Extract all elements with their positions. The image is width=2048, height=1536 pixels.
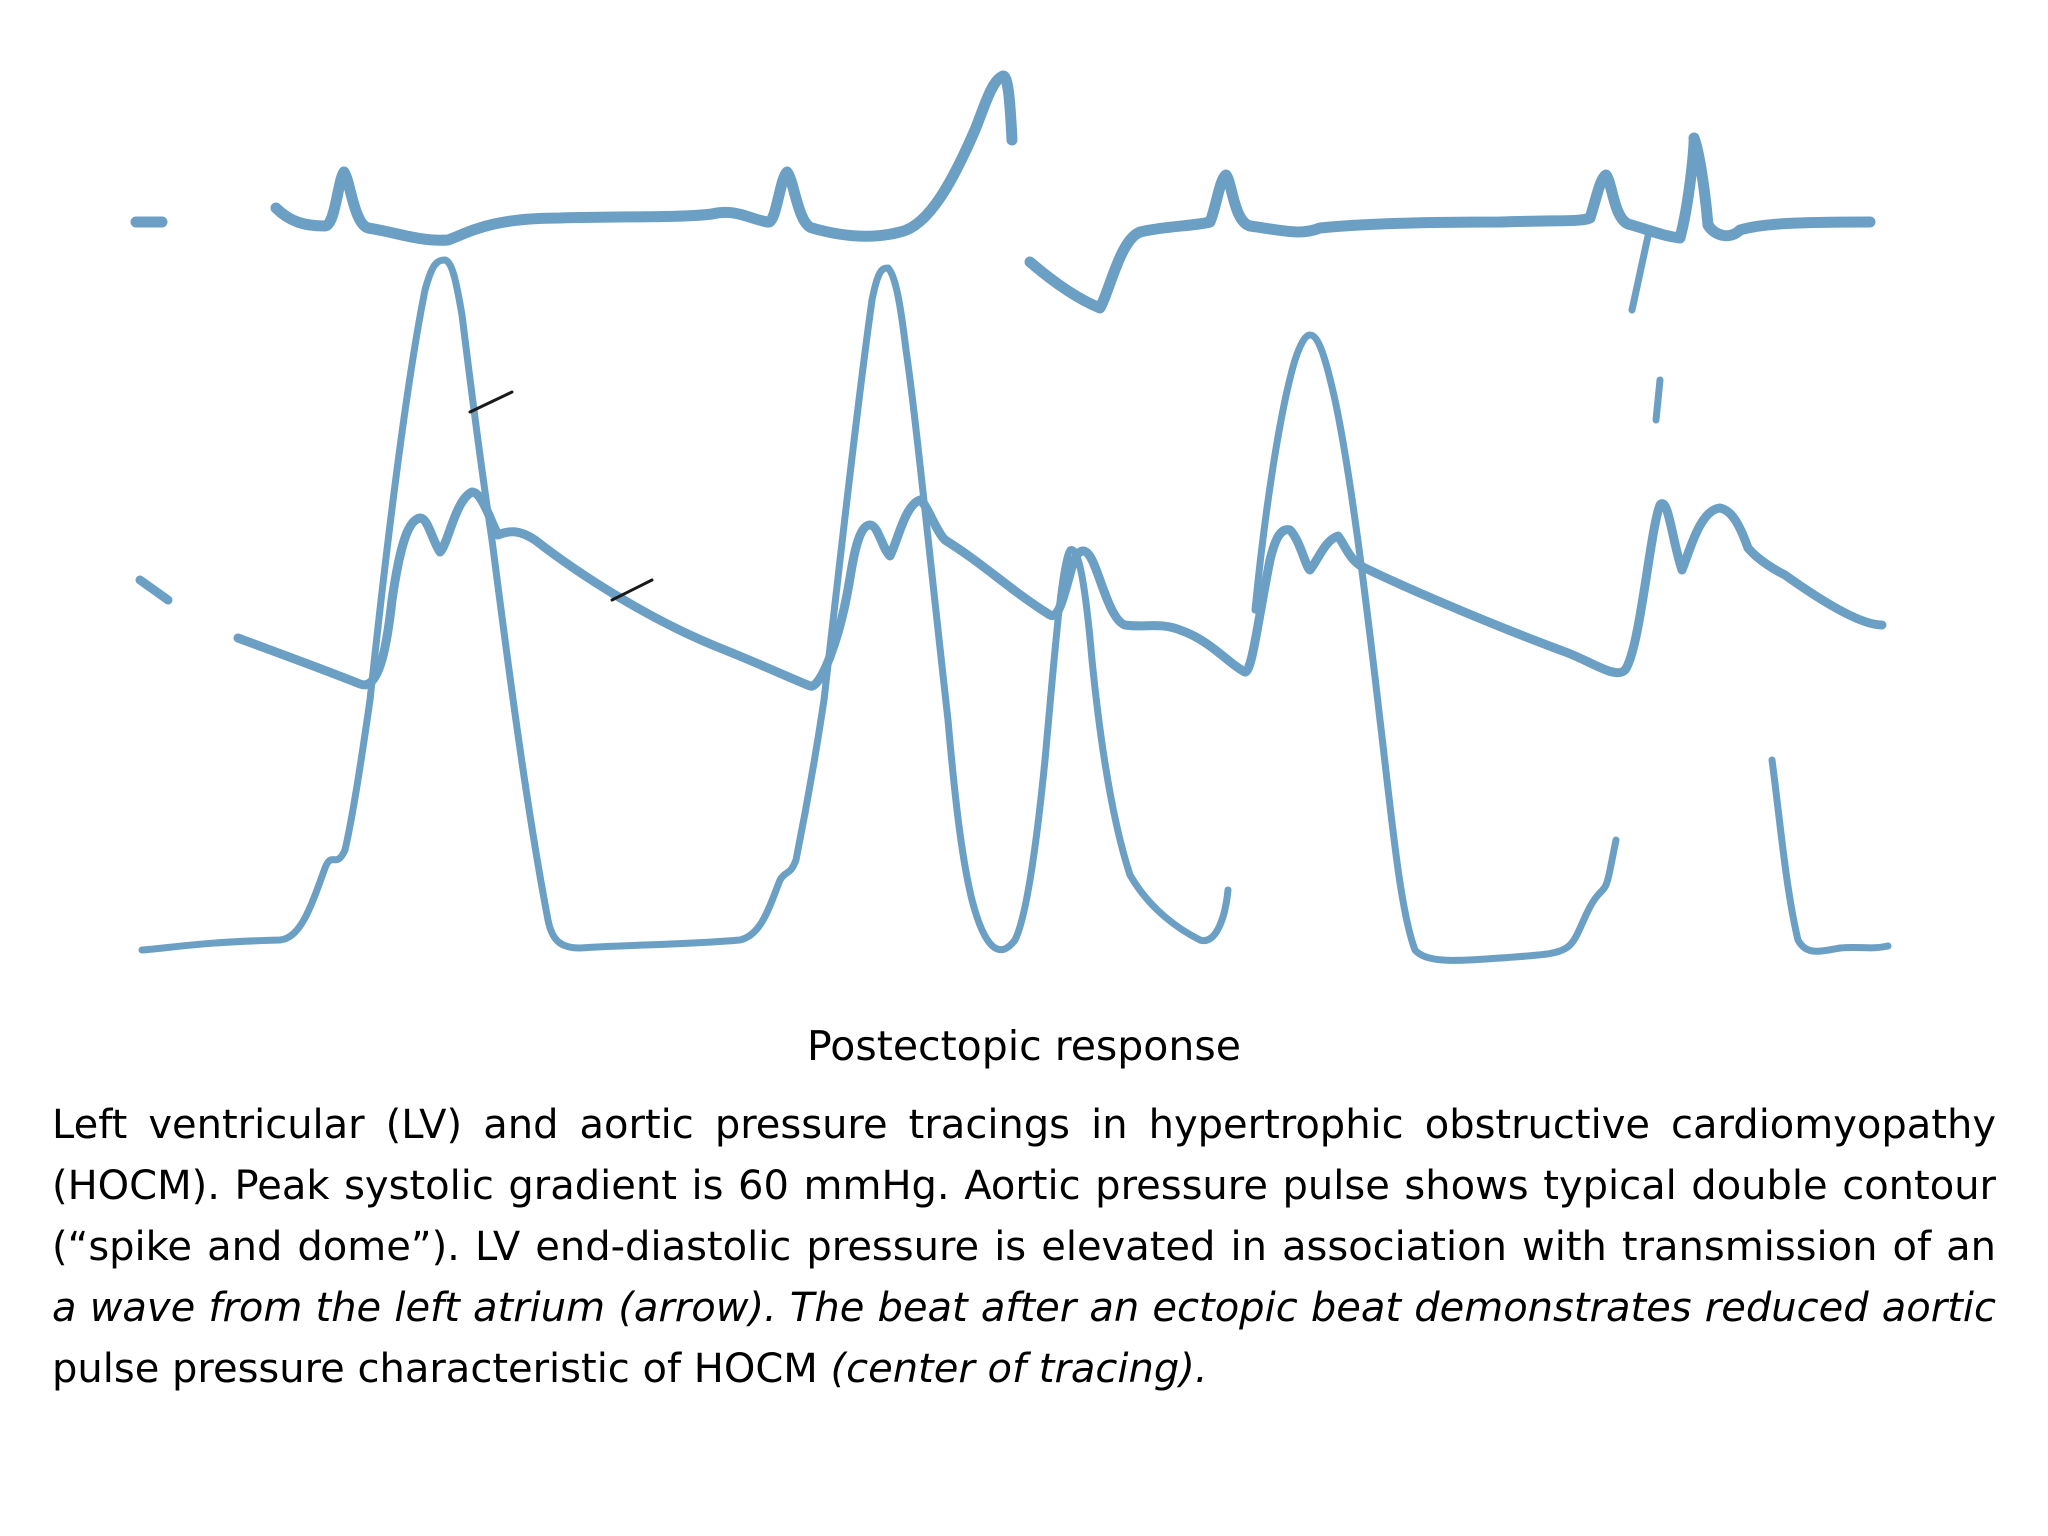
caption-italic-text: (center of tracing). <box>830 1346 1208 1392</box>
figure-title: Postectopic response <box>807 1022 1241 1070</box>
figure-caption: Left ventricular (LV) and aortic pressur… <box>52 1095 1996 1400</box>
caption-text: pulse pressure characteristic of HOCM <box>52 1346 831 1392</box>
ecg-trace <box>130 70 1876 314</box>
caption-text: Left ventricular (LV) and aortic pressur… <box>52 1102 1996 1270</box>
pressure-tracing-figure <box>130 70 1892 964</box>
a-wave-arrow <box>610 578 654 602</box>
a-wave-arrow <box>468 390 514 414</box>
aortic-pressure-trace <box>135 487 1887 691</box>
caption-italic-text: a wave from the left atrium (arrow). The… <box>52 1285 1996 1331</box>
lv-pressure-trace <box>138 232 1892 964</box>
